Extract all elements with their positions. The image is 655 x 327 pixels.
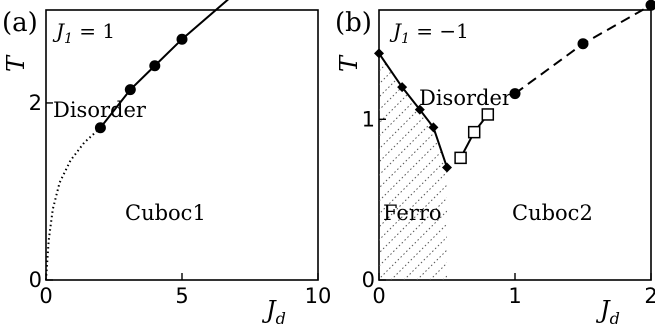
panel-a-frame <box>45 9 319 281</box>
panel-b-diamond-marker <box>428 122 439 133</box>
ferro-hatch-line <box>547 60 655 280</box>
ferro-hatch-line <box>157 60 377 280</box>
panel-b-y-tick-label: 0 <box>362 268 375 292</box>
panel-a-circle-marker <box>124 84 136 96</box>
panel-b-circle-marker <box>509 88 521 100</box>
panel-a-lines <box>45 0 229 281</box>
panel-a-circle-marker <box>149 60 161 72</box>
ferro-hatch-line <box>379 59 391 281</box>
panel-b-frame <box>378 9 652 281</box>
panel-a-series-line <box>99 0 229 129</box>
panel-b-diamond-marker <box>442 162 452 173</box>
ferro-hatch-line <box>508 60 655 280</box>
panel-a-region-cuboc1: Cuboc1 <box>125 201 206 225</box>
panel-b-x-tick-label: 1 <box>508 284 521 308</box>
panel-b-square-marker <box>481 108 495 121</box>
panel-b-ferro-hatch <box>79 59 655 281</box>
panel-a: 0 5 10 0 2 (a) J1 = 1 T Jd Disorder Cuboc1 <box>2 0 331 327</box>
panel-a-circle-marker <box>94 122 106 134</box>
panel-b-tag: (b) <box>335 8 372 38</box>
panel-b-x-axis-label: Jd <box>595 296 620 327</box>
panel-a-tag: (a) <box>2 8 38 38</box>
panel-b-region-ferro: Ferro <box>383 201 442 225</box>
panel-b-markers <box>374 0 655 173</box>
panel-b-circle-marker <box>645 0 655 11</box>
panel-b-diamond-marker <box>397 82 408 93</box>
panel-b-y-tick-label: 1 <box>362 107 375 131</box>
ferro-hatch-line <box>118 60 338 280</box>
panel-a-x-tick-label: 10 <box>305 284 332 308</box>
panel-a-markers <box>94 33 188 134</box>
panel-a-x-tick-label: 5 <box>175 284 188 308</box>
ferro-hatch-line <box>379 59 443 281</box>
panel-b-y-axis-label: T <box>335 54 363 72</box>
ferro-hatch-line <box>79 60 299 280</box>
ferro-hatch-line <box>379 59 430 281</box>
panel-a-j1-label: J1 = 1 <box>52 19 115 47</box>
panel-b: 0 1 2 0 1 (b) J1 = −1 T Jd Disorder Ferro Cu… <box>79 0 655 327</box>
ferro-hatch-line <box>560 60 655 280</box>
panel-b-region-disorder: Disorder <box>419 86 513 110</box>
panel-b-diamond-marker <box>374 48 384 59</box>
panel-b-circle-marker <box>577 38 589 50</box>
panel-b-square-marker <box>467 125 481 139</box>
panel-a-y-axis-label: T <box>2 54 30 72</box>
panel-b-ticks: 0 1 2 0 1 <box>362 107 655 308</box>
panel-a-x-axis-label: Jd <box>261 296 286 327</box>
panel-b-diamond-marker <box>414 104 425 115</box>
panel-a-ticks: 0 5 10 0 2 <box>29 91 332 308</box>
panel-a-region-disorder: Disorder <box>53 98 147 122</box>
ferro-hatch-line <box>92 60 312 280</box>
ferro-hatch-line <box>144 60 364 280</box>
panel-a-series-line <box>45 127 102 281</box>
panel-a-y-tick-label: 2 <box>29 91 42 115</box>
ferro-hatch-line <box>573 60 655 280</box>
ferro-hatch-line <box>105 60 325 280</box>
panel-a-y-tick-label: 0 <box>29 268 42 292</box>
panel-b-series-line <box>378 52 448 168</box>
panel-b-j1-label: J1 = −1 <box>389 19 469 47</box>
panel-b-square-marker <box>454 151 467 165</box>
panel-b-x-tick-label: 0 <box>372 284 385 308</box>
ferro-hatch-line <box>379 59 404 281</box>
panel-a-circle-marker <box>176 33 188 45</box>
ferro-hatch-line <box>521 60 655 280</box>
panel-b-region-cuboc2: Cuboc2 <box>512 201 593 225</box>
panel-a-x-tick-label: 0 <box>39 284 52 308</box>
ferro-hatch-line <box>534 60 655 280</box>
panel-b-x-tick-label: 2 <box>644 284 655 308</box>
ferro-hatch-line <box>379 59 417 281</box>
panel-b-series-line <box>514 4 652 95</box>
